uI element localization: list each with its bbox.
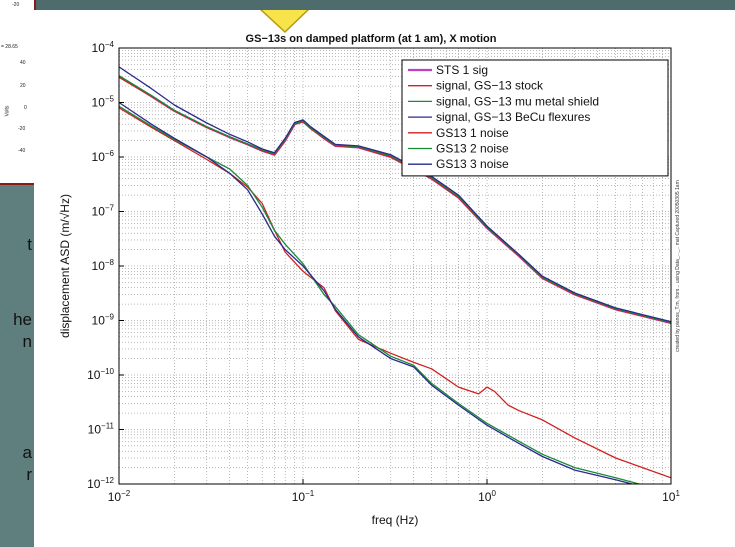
mini-plot-fragment: -20 = 28.65 40 20 0 Volts -20 -40 — [0, 0, 36, 185]
tick-exponent: −9 — [105, 313, 115, 322]
tick-base: 10 — [92, 259, 106, 273]
tick-label: 100 — [478, 489, 496, 504]
tick-labels: 10−2 10−1 100 10110−1210−1110−1010−910−810−… — [87, 40, 680, 504]
mini-tick: 20 — [20, 83, 26, 89]
mini-label: = 28.65 — [1, 44, 18, 50]
legend-label: STS 1 sig — [436, 63, 488, 77]
tick-base: 10 — [662, 490, 676, 504]
tick-base: 10 — [478, 490, 492, 504]
tick-label: 10−2 — [108, 489, 131, 504]
yellow-arrow-icon — [260, 10, 309, 34]
side-caption: created by pianos_T.m, from... using Dat… — [675, 180, 681, 351]
series-line — [119, 105, 642, 484]
tick-base: 10 — [92, 205, 106, 219]
tick-exponent: −1 — [305, 489, 315, 498]
tick-base: 10 — [108, 490, 122, 504]
mini-tick: 0 — [24, 105, 27, 111]
tick-exponent: −11 — [101, 422, 115, 431]
legend-label: GS13 2 noise — [436, 142, 509, 156]
legend-box — [401, 59, 669, 177]
side-text-fragment: a — [22, 443, 32, 462]
mini-label: -20 — [18, 126, 26, 132]
side-text-fragment: n — [22, 332, 32, 351]
tick-label: 10−9 — [92, 313, 115, 328]
tick-base: 10 — [92, 41, 106, 55]
mini-label: -20 — [12, 2, 20, 8]
legend-label: signal, GS−13 BeCu flexures — [436, 110, 590, 124]
tick-label: 10−12 — [87, 476, 114, 491]
tick-base: 10 — [92, 150, 106, 164]
tick-exponent: −4 — [105, 40, 115, 49]
tick-exponent: −12 — [100, 476, 114, 485]
series-line — [119, 66, 671, 323]
mini-label: Volts — [4, 105, 11, 117]
tick-exponent: −7 — [105, 204, 115, 213]
tick-label: 10−6 — [92, 149, 115, 164]
tick-label: 10−10 — [87, 367, 114, 382]
tick-label: 10−8 — [92, 258, 115, 273]
side-text-fragment: he — [13, 310, 32, 329]
tick-label: 10−4 — [92, 40, 115, 55]
tick-base: 10 — [87, 368, 101, 382]
series-line — [119, 107, 671, 479]
tick-base: 10 — [88, 423, 102, 437]
tick-exponent: 0 — [491, 489, 496, 498]
tick-exponent: −2 — [121, 489, 131, 498]
side-text-panel: t he n a r — [0, 185, 34, 547]
tick-base: 10 — [92, 96, 106, 110]
tick-exponent: −10 — [100, 367, 114, 376]
tick-exponent: −6 — [105, 149, 115, 158]
tick-base: 10 — [87, 477, 101, 491]
x-axis-label: freq (Hz) — [372, 513, 419, 527]
y-axis-label: displacement ASD (m/√Hz) — [58, 194, 72, 338]
tick-base: 10 — [292, 490, 306, 504]
tick-label: 10−11 — [88, 422, 115, 437]
tick-label: 10−1 — [292, 489, 315, 504]
main-chart-panel: GS−13s on damped platform (at 1 am), X m… — [34, 10, 735, 547]
top-strip — [0, 0, 735, 10]
chart-title: GS−13s on damped platform (at 1 am), X m… — [246, 33, 497, 45]
tick-exponent: −8 — [105, 258, 115, 267]
legend-label: signal, GS−13 mu metal shield — [436, 94, 599, 108]
legend-label: GS13 1 noise — [436, 126, 509, 140]
side-text-fragment: t — [27, 235, 32, 254]
tick-label: 101 — [662, 489, 680, 504]
series-line — [119, 101, 635, 484]
legend-label: GS13 3 noise — [436, 157, 509, 171]
tick-exponent: −5 — [105, 95, 115, 104]
series-lines — [119, 66, 671, 484]
tick-exponent: 1 — [675, 489, 680, 498]
asd-chart: GS−13s on damped platform (at 1 am), X m… — [58, 33, 681, 527]
mini-tick: 40 — [20, 60, 26, 66]
mini-label: -40 — [18, 148, 26, 154]
tick-base: 10 — [92, 314, 106, 328]
tick-label: 10−7 — [92, 204, 115, 219]
tick-label: 10−5 — [92, 95, 115, 110]
legend-label: signal, GS−13 stock — [436, 79, 544, 93]
side-text-fragment: r — [26, 465, 32, 484]
